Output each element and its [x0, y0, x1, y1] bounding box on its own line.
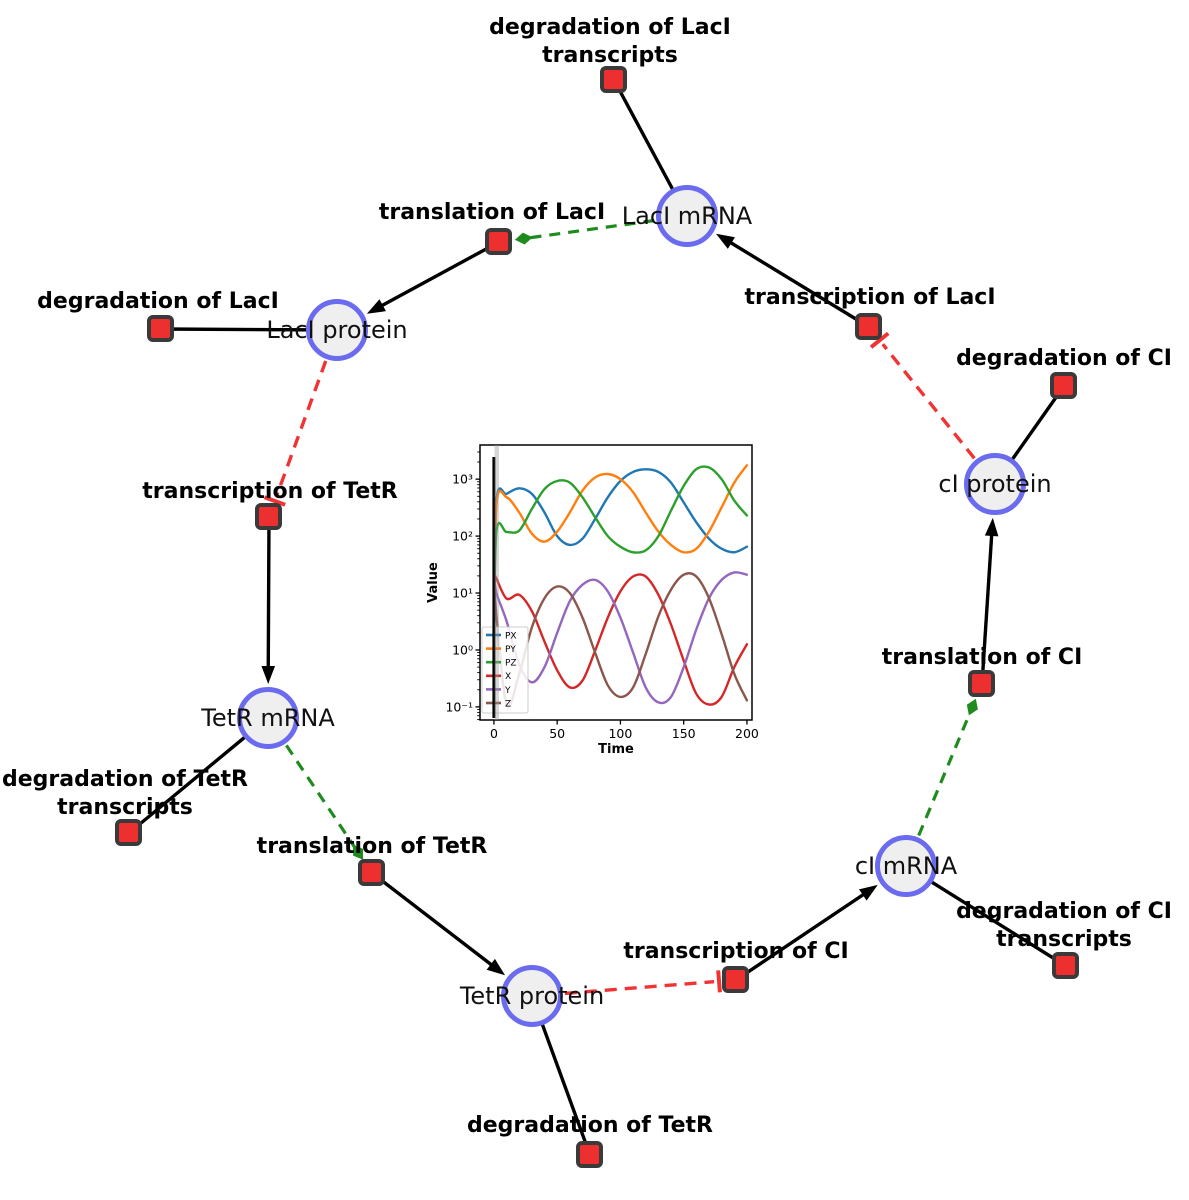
chart-legend: PX PY PZ XYZ	[481, 626, 529, 714]
reaction-label-transcription-tetr: transcription of TetR	[40, 478, 500, 506]
legend-label-X: X	[505, 672, 511, 682]
reaction-node-transcription-ci[interactable]	[722, 966, 749, 993]
reaction-label-translation-laci: translation of LacI	[262, 199, 722, 227]
species-node-ci-protein[interactable]	[964, 453, 1026, 515]
reaction-label-line: degradation of CI	[956, 346, 1172, 371]
reaction-label-deg-ci-transcripts: degradation of CI transcripts	[834, 898, 1189, 954]
reaction-label-translation-ci: translation of CI	[752, 644, 1189, 672]
edge-tetr-protein--transcription-ci	[564, 970, 722, 996]
species-node-tetr-mrna[interactable]	[237, 687, 299, 749]
y-tick-label: 10⁻¹	[445, 699, 473, 714]
reaction-label-line: translation of TetR	[256, 834, 488, 859]
reaction-label-deg-laci-transcripts: degradation of LacI transcripts	[380, 14, 840, 70]
edge-ci-protein--transcription-laci	[869, 331, 976, 460]
species-node-tetr-protein[interactable]	[501, 965, 563, 1027]
y-tick-label: 10¹	[452, 586, 473, 601]
edge-ci-mrna--deg-ci-transcripts	[905, 864, 1067, 968]
reaction-label-line: translation of CI	[881, 645, 1083, 670]
x-tick-label: 50	[549, 726, 565, 741]
y-axis-label: Value	[426, 562, 441, 603]
y-tick-label: 10²	[452, 529, 473, 544]
plot-spines	[479, 444, 753, 721]
reaction-node-translation-laci[interactable]	[485, 228, 512, 255]
reaction-label-line: transcripts	[996, 927, 1132, 952]
species-label-tetr-protein: TetR protein	[459, 982, 605, 1010]
reaction-label-transcription-laci: transcription of LacI	[640, 284, 1100, 312]
reaction-node-translation-ci[interactable]	[968, 670, 995, 697]
reaction-label-line: transcription of TetR	[142, 479, 398, 504]
reaction-label-line: degradation of CI	[956, 899, 1172, 924]
edge-laci-mrna--translation-laci	[514, 218, 655, 245]
species-label-laci-mrna: LacI mRNA	[621, 202, 753, 230]
t0-shaded-span	[494, 445, 499, 720]
series-line-PZ	[492, 465, 749, 652]
legend-label-Y: Y	[504, 686, 511, 696]
reaction-label-line: transcripts	[57, 795, 193, 820]
edge-translation-laci--laci-protein	[366, 240, 500, 314]
reaction-label-line: transcription of CI	[623, 939, 849, 964]
edge-translation-ci--ci-protein	[980, 517, 999, 685]
reaction-label-deg-ci: degradation of CI	[834, 345, 1189, 373]
axes: 0 50 100 150 200 10³ 10² 10¹ 10⁰ 10⁻¹ Time Value	[426, 451, 759, 757]
x-tick-label: 100	[608, 726, 632, 741]
reaction-node-translation-tetr[interactable]	[358, 859, 385, 886]
time-series-inset-chart: 0 50 100 150 20010³10²10¹10⁰10⁻¹TimeValuePXP…	[425, 437, 770, 767]
reaction-node-deg-ci[interactable]	[1050, 372, 1077, 399]
reaction-label-line: degradation of TetR	[466, 1113, 713, 1138]
reaction-node-deg-laci-transcripts[interactable]	[600, 66, 627, 93]
edge-tetr-mrna--translation-tetr	[285, 744, 364, 860]
reaction-label-line: degradation of TetR	[1, 767, 248, 792]
reaction-node-deg-tetr[interactable]	[576, 1141, 603, 1168]
species-node-ci-mrna[interactable]	[875, 835, 937, 897]
legend-label-PY: PY	[505, 645, 516, 655]
y-tick-label: 10⁰	[452, 642, 473, 657]
reaction-node-transcription-tetr[interactable]	[255, 503, 282, 530]
species-label-ci-protein: cI protein	[938, 470, 1052, 498]
reaction-label-line: transcription of LacI	[744, 285, 996, 310]
series-line-PY	[492, 464, 749, 652]
edge-transcription-ci--ci-mrna	[735, 884, 878, 982]
species-label-ci-mrna: cI mRNA	[854, 852, 958, 880]
species-label-tetr-mrna: TetR mRNA	[201, 704, 335, 732]
edge-laci-protein--transcription-tetr	[263, 360, 328, 507]
x-tick-label: 0	[490, 726, 498, 741]
reaction-node-deg-tetr-transcripts[interactable]	[115, 819, 142, 846]
reaction-label-transcription-ci: transcription of CI	[506, 938, 966, 966]
reaction-label-translation-tetr: translation of TetR	[142, 833, 602, 861]
edge-transcription-laci--laci-mrna	[716, 233, 870, 329]
x-tick-label: 150	[672, 726, 696, 741]
x-axis-label: Time	[598, 742, 634, 757]
reaction-label-line: degradation of LacI	[37, 289, 279, 314]
edge-translation-tetr--tetr-protein	[370, 871, 506, 976]
edge-ci-mrna--translation-ci	[917, 698, 978, 837]
reaction-label-deg-tetr-transcripts: degradation of TetR transcripts	[0, 766, 355, 822]
edge-transcription-tetr--tetr-mrna	[261, 516, 276, 685]
reaction-label-deg-laci: degradation of LacI	[0, 288, 388, 316]
species-node-laci-protein[interactable]	[306, 299, 368, 361]
x-tick-label: 200	[735, 726, 759, 741]
legend-label-PX: PX	[505, 631, 517, 641]
series-line-PX	[492, 468, 749, 652]
reaction-label-line: degradation of LacI	[489, 15, 731, 40]
reaction-label-line: transcripts	[542, 43, 678, 68]
reaction-node-deg-ci-transcripts[interactable]	[1052, 952, 1079, 979]
reaction-label-deg-tetr: degradation of TetR	[360, 1112, 820, 1140]
reaction-node-transcription-laci[interactable]	[855, 313, 882, 340]
y-tick-label: 10³	[452, 472, 473, 487]
reaction-label-line: translation of LacI	[378, 200, 606, 225]
chart-background	[425, 437, 770, 767]
legend-label-Z: Z	[505, 699, 511, 709]
species-label-laci-protein: LacI protein	[266, 316, 408, 344]
reaction-node-deg-laci[interactable]	[147, 315, 174, 342]
species-node-laci-mrna[interactable]	[656, 185, 718, 247]
legend-label-PZ: PZ	[505, 659, 517, 669]
